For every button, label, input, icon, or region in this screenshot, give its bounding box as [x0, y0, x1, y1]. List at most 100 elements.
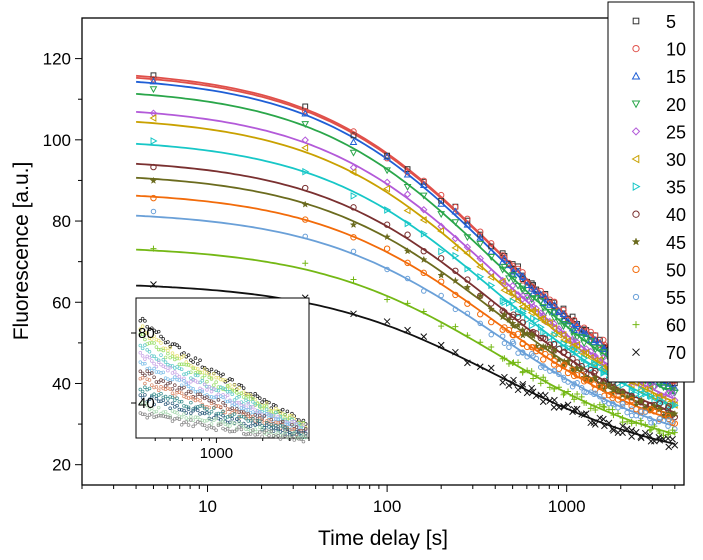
data-point-25 [523, 293, 531, 302]
data-point-60 [452, 323, 459, 330]
inset-point [216, 411, 221, 416]
inset-point [202, 382, 207, 387]
y-tick-label: 80 [52, 212, 71, 231]
inset-point [225, 420, 230, 425]
data-point-30 [573, 341, 581, 349]
inset-point [198, 389, 202, 393]
inset-point [228, 399, 232, 403]
data-point-70 [150, 281, 157, 288]
inset-point [264, 423, 269, 427]
data-point-35 [581, 354, 589, 363]
inset-point [170, 401, 175, 406]
inset-point [152, 402, 156, 407]
data-point-55 [556, 371, 562, 378]
data-point-20 [500, 263, 509, 271]
inset-point [239, 383, 244, 388]
data-point-20 [573, 334, 581, 342]
x-axis-ticks: 10 100 1000 [81, 485, 676, 516]
inset-point [156, 388, 161, 393]
data-point-50 [528, 343, 535, 351]
data-point-25 [383, 178, 391, 186]
inset-point [156, 413, 161, 418]
inset-point [147, 341, 152, 345]
inset-point [152, 354, 156, 359]
legend-label: 45 [666, 233, 686, 253]
inset-point [143, 343, 147, 347]
data-point-60 [438, 323, 445, 330]
inset-point [258, 410, 262, 414]
inset-point [216, 398, 221, 402]
inset-point [214, 404, 218, 408]
inset-point [228, 389, 232, 394]
data-point-25 [532, 304, 540, 313]
data-point-60 [519, 369, 526, 376]
inset-point [173, 383, 177, 387]
data-point-60 [651, 423, 658, 430]
inset-point [150, 395, 154, 399]
inset-point [177, 374, 182, 379]
inset-point [237, 410, 241, 414]
legend-marker-10 [632, 44, 640, 53]
data-point-20 [149, 86, 158, 94]
data-point-50 [501, 324, 508, 331]
inset-point [297, 425, 301, 430]
data-point-40 [592, 367, 599, 375]
data-point-70 [383, 318, 391, 325]
legend-marker-5 [632, 17, 640, 25]
inset-point [230, 416, 234, 421]
inset-x-tick-label: 1000 [200, 445, 233, 462]
legend-marker-20 [631, 100, 641, 109]
data-point-60 [655, 428, 662, 435]
data-point-60 [610, 412, 617, 419]
data-point-20 [586, 338, 595, 346]
series-70 [150, 281, 679, 451]
inset-point [207, 394, 211, 399]
data-point-50 [464, 300, 471, 307]
inset-point [248, 414, 253, 419]
data-point-15 [403, 170, 412, 178]
inset-point [140, 316, 145, 321]
inset-point [253, 401, 257, 406]
inset-point [281, 428, 285, 432]
inset-point [147, 378, 152, 382]
inset-point [274, 420, 278, 425]
inset-point [205, 395, 209, 399]
legend-item-15: 15 [631, 67, 686, 87]
inset-point [150, 337, 154, 341]
inset-point [170, 387, 175, 391]
inset-point [246, 419, 251, 423]
inset-point [223, 387, 228, 391]
data-point-15 [437, 199, 446, 207]
inset-point [166, 351, 170, 356]
inset-point [163, 355, 168, 360]
data-point-35 [669, 401, 677, 410]
data-point-20 [419, 192, 428, 200]
inset-point [274, 406, 278, 411]
data-point-70 [514, 386, 522, 394]
data-point-35 [592, 361, 600, 369]
inset-point [274, 410, 278, 415]
data-point-45 [419, 255, 428, 264]
data-point-15 [514, 267, 522, 275]
data-point-45 [655, 404, 663, 413]
legend-label: 5 [666, 12, 676, 32]
data-point-30 [645, 385, 653, 393]
data-point-50 [350, 234, 357, 241]
inset-point [145, 369, 149, 373]
data-point-15 [664, 379, 673, 387]
data-point-10 [560, 306, 567, 314]
inset-point [138, 343, 143, 348]
data-point-70 [528, 384, 536, 392]
inset-point [202, 367, 207, 371]
inset-point [232, 389, 237, 393]
inset-point [163, 409, 168, 414]
inset-point [262, 404, 267, 408]
data-point-35 [671, 401, 679, 410]
inset-point [225, 415, 230, 419]
data-point-20 [349, 149, 358, 157]
inset-point [168, 395, 172, 399]
data-point-55 [592, 390, 599, 396]
inset-point [138, 351, 143, 355]
inset-point [179, 362, 184, 367]
data-point-30 [403, 206, 411, 215]
